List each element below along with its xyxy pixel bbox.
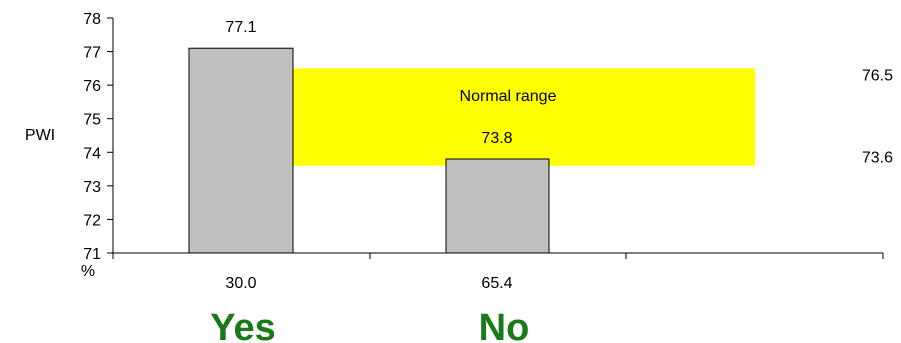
normal-range-band <box>293 68 755 166</box>
y-tick-label: 71 <box>83 246 101 263</box>
y-tick-label: 77 <box>83 45 101 62</box>
x-unit-label: % <box>81 263 95 280</box>
normal-range-label: Normal range <box>460 88 557 105</box>
bar-no-value-label: 73.8 <box>481 130 512 147</box>
bar-yes <box>188 47 294 254</box>
category-yes-percent: 30.0 <box>225 275 256 292</box>
category-yes-label: Yes <box>210 307 276 343</box>
category-no-label: No <box>479 307 530 343</box>
y-axis-label: PWI <box>25 127 55 144</box>
y-tick-label: 73 <box>83 179 101 196</box>
normal-range-high-label: 76.5 <box>862 67 893 84</box>
bar-yes-value-label: 77.1 <box>225 19 256 36</box>
y-tick-label: 74 <box>83 145 101 162</box>
y-tick-label: 75 <box>83 112 101 129</box>
y-tick-label: 72 <box>83 212 101 229</box>
normal-range-low-label: 73.6 <box>862 150 893 167</box>
y-tick-label: 76 <box>83 78 101 95</box>
y-tick-label: 78 <box>83 11 101 28</box>
category-no-percent: 65.4 <box>481 275 512 292</box>
y-axis-ticks: 71 72 73 74 75 76 77 78 <box>83 11 113 263</box>
bar-no <box>445 158 550 254</box>
